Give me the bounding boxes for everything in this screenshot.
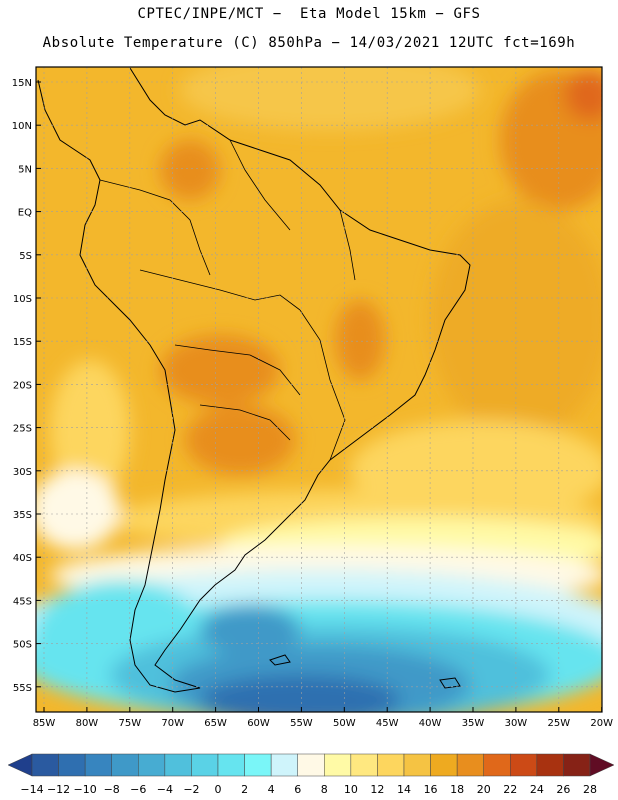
colorbar: −14 −12 −10 −8 −6 −4 −2 0 2 4 6 8 10 12 14 16 18 20 22 24 26… (7, 753, 615, 796)
lon-label: 40W (419, 718, 442, 729)
lat-label: 55S (13, 683, 32, 694)
lon-label: 80W (76, 718, 99, 729)
colorbar-label: −12 (47, 783, 70, 796)
colorbar-segment (563, 753, 591, 777)
lat-label: 5N (18, 164, 32, 175)
colorbar-high-arrow (589, 753, 615, 777)
lat-label: 45S (13, 596, 32, 607)
colorbar-segment (217, 753, 245, 777)
lat-label: 10N (12, 121, 32, 132)
lon-label: 60W (247, 718, 270, 729)
lat-label: 10S (13, 294, 32, 305)
colorbar-segment (377, 753, 405, 777)
colorbar-segment (244, 753, 272, 777)
title-line-1: CPTEC/INPE/MCT − Eta Model 15km − GFS (137, 6, 481, 22)
lat-label: 25S (13, 424, 32, 435)
graticule (36, 67, 602, 712)
colorbar-segment (483, 753, 511, 777)
colorbar-label: 8 (321, 783, 328, 796)
lat-label: 30S (13, 467, 32, 478)
colorbar-segment (191, 753, 219, 777)
longitude-labels: 85W 80W 75W 70W 65W 60W 55W 50W 45W 40W 35W 30W 25W 2… (33, 707, 613, 729)
colorbar-label: 28 (583, 783, 597, 796)
lat-label: 15S (13, 337, 32, 348)
colorbar-label: 20 (477, 783, 491, 796)
colorbar-label: 16 (424, 783, 438, 796)
colorbar-label: −8 (104, 783, 120, 796)
colorbar-segment (324, 753, 352, 777)
lon-label: 55W (290, 718, 313, 729)
lat-label: 15N (12, 78, 32, 89)
colorbar-label: 0 (215, 783, 222, 796)
country-borders (99, 139, 356, 461)
lon-label: 45W (376, 718, 399, 729)
map-frame (35, 66, 603, 713)
lon-label: 85W (33, 718, 56, 729)
latitude-labels: 15N 10N 5N EQ 5S 10S 15S 20S 25S 30S 35S 40S 45S 50S 5… (12, 78, 41, 694)
lat-label: 20S (13, 380, 32, 391)
colorbar-segment (456, 753, 484, 777)
colorbar-label: −4 (157, 783, 173, 796)
lat-label: 5S (19, 251, 32, 262)
colorbar-label: 2 (241, 783, 248, 796)
title-line-2: Absolute Temperature (C) 850hPa − 14/03/… (42, 35, 576, 51)
colorbar-segment (31, 753, 59, 777)
lat-label: EQ (18, 208, 32, 219)
lon-label: 50W (333, 718, 356, 729)
colorbar-label: 22 (503, 783, 517, 796)
colorbar-segment (270, 753, 298, 777)
colorbar-label: 4 (268, 783, 275, 796)
colorbar-segment (138, 753, 166, 777)
colorbar-segment (297, 753, 325, 777)
colorbar-label: −2 (183, 783, 199, 796)
colorbar-label: 10 (344, 783, 358, 796)
colorbar-label: −14 (20, 783, 43, 796)
colorbar-segment (111, 753, 139, 777)
lat-label: 50S (13, 640, 32, 651)
colorbar-segment (58, 753, 86, 777)
colorbar-segment (536, 753, 564, 777)
colorbar-label: −10 (74, 783, 97, 796)
colorbar-label: 12 (370, 783, 384, 796)
lon-label: 65W (204, 718, 227, 729)
temperature-field (36, 67, 602, 712)
colorbar-label: 14 (397, 783, 411, 796)
colorbar-label: 6 (294, 783, 301, 796)
lon-label: 30W (505, 718, 528, 729)
coastline (37, 67, 471, 693)
colorbar-segment (510, 753, 538, 777)
colorbar-segment (84, 753, 112, 777)
colorbar-segment (403, 753, 431, 777)
lon-label: 35W (462, 718, 485, 729)
lon-label: 25W (547, 718, 570, 729)
colorbar-label: 24 (530, 783, 544, 796)
colorbar-low-arrow (7, 753, 33, 777)
colorbar-label: 26 (556, 783, 570, 796)
lon-label: 20W (590, 718, 613, 729)
colorbar-segment (350, 753, 378, 777)
colorbar-label: −6 (130, 783, 146, 796)
colorbar-label: 18 (450, 783, 464, 796)
lon-label: 75W (118, 718, 141, 729)
lat-label: 35S (13, 510, 32, 521)
lon-label: 70W (161, 718, 184, 729)
colorbar-segment (164, 753, 192, 777)
colorbar-segment (430, 753, 458, 777)
lat-label: 40S (13, 553, 32, 564)
